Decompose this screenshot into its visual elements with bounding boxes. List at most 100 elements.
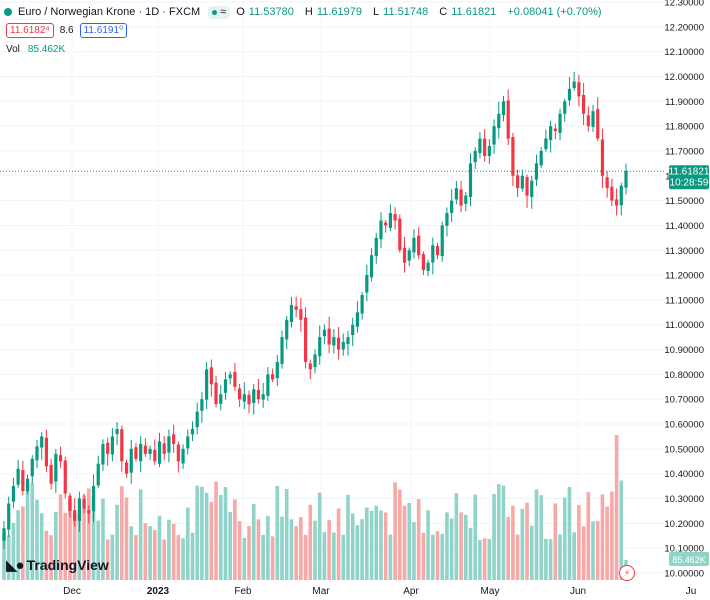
candle-body [393, 213, 397, 221]
volume-bar [87, 488, 91, 580]
spread-value: 8.6 [59, 25, 74, 36]
candle-body [129, 448, 133, 473]
candle-body [153, 449, 157, 462]
candle-body [407, 250, 411, 261]
time-tick-label: Feb [234, 586, 252, 597]
volume-label: 85.462K [669, 552, 709, 566]
candle-body [445, 213, 449, 226]
volume-bar [228, 511, 232, 580]
candle-body [346, 337, 350, 344]
candle-body [134, 447, 138, 459]
volume-bar [39, 513, 44, 580]
price-tick-label: 10.00000 [664, 569, 704, 580]
volume-bar [591, 521, 595, 580]
candle-body [87, 510, 91, 514]
tradingview-icon: ◣● [6, 557, 25, 574]
sell-button[interactable]: 11.6182⁴ [6, 23, 54, 38]
candle-body [270, 374, 275, 380]
candle-body [388, 213, 392, 228]
volume-bar [544, 538, 548, 580]
lightning-icon[interactable]: ⚡ [619, 565, 635, 581]
candles [2, 71, 628, 549]
volume-bar [30, 482, 35, 580]
price-tick-label: 10.20000 [664, 519, 704, 530]
price-tick-label: 11.20000 [665, 271, 704, 282]
volume-bar [332, 532, 336, 580]
volume-bar [152, 530, 157, 580]
countdown-value: 10:28:59 [670, 177, 709, 188]
tradingview-logo[interactable]: ◣● TradingView [6, 556, 109, 574]
candle-body [360, 294, 364, 314]
symbol-title[interactable]: Euro / Norwegian Krone · 1D · FXCM [18, 6, 201, 18]
candle-body [549, 126, 553, 141]
candle-body [511, 137, 515, 176]
candle-body [228, 374, 232, 379]
candle-body [294, 306, 298, 310]
volume-bar [468, 527, 473, 580]
candle-body [450, 200, 454, 213]
candle-body [596, 109, 600, 139]
volume-bar [435, 531, 440, 580]
price-tick-label: 10.30000 [664, 494, 704, 505]
volume-bar [134, 535, 138, 580]
volume-bar [110, 534, 115, 580]
volume-bar [204, 492, 209, 580]
volume-bar [572, 532, 576, 580]
approx-equal-icon[interactable]: ≈ [208, 5, 231, 19]
price-tick-label: 12.20000 [664, 22, 704, 33]
volume-bar [289, 519, 294, 580]
volume-bar [577, 505, 581, 580]
volume-bar [614, 435, 619, 580]
quote-row: 11.6182⁴ 8.6 11.6191⁰ [6, 23, 128, 38]
candle-body [190, 429, 195, 435]
price-tick-label: 10.10000 [664, 544, 704, 555]
candle-body [435, 246, 440, 256]
volume-bar [91, 495, 96, 580]
volume-bar [426, 510, 430, 580]
candle-body [478, 138, 482, 154]
price-axis [664, 0, 710, 580]
candle-body [162, 443, 166, 454]
candle-body [176, 444, 180, 462]
buy-button[interactable]: 11.6191⁰ [79, 23, 128, 38]
volume-bar [501, 485, 506, 580]
volume-bar [190, 532, 195, 580]
last-price-label: 11.61821 10:28:59 [669, 165, 710, 190]
time-tick-label: May [481, 586, 500, 597]
last-price-value: 11.61821 [669, 166, 710, 177]
candle-body [440, 225, 444, 257]
price-tick-label: 10.50000 [664, 444, 704, 455]
candle-body [417, 235, 421, 256]
volume-bar [398, 489, 402, 580]
candle-body [181, 448, 185, 464]
candle-body [473, 150, 477, 163]
volume-bar [322, 532, 327, 580]
price-tick-label: 10.70000 [664, 395, 704, 406]
price-tick-label: 12.10000 [664, 47, 704, 58]
candle-body [544, 138, 548, 150]
volume-bar [482, 538, 487, 580]
volume-bars [2, 435, 628, 580]
candle-body [487, 145, 491, 156]
candle-body [426, 262, 430, 271]
price-tick-label: 11.50000 [665, 196, 704, 207]
candle-body [384, 222, 388, 226]
candle-body [40, 436, 44, 448]
volume-bar [120, 486, 124, 580]
time-tick-label: Dec [63, 586, 81, 597]
volume-bar [195, 485, 199, 580]
candle-body [516, 175, 520, 189]
volume-bar [421, 532, 426, 580]
price-tick-label: 10.80000 [664, 370, 704, 381]
volume-bar [562, 497, 567, 580]
volume-value: 85.462K [27, 44, 66, 55]
volume-bar [327, 519, 331, 580]
candle-body [238, 388, 242, 400]
price-tick-label: 11.40000 [665, 221, 704, 232]
candle-body [252, 389, 256, 403]
volume-bar [313, 520, 317, 580]
candle-body [365, 275, 369, 293]
candle-body [120, 429, 124, 462]
candle-body [454, 188, 458, 200]
